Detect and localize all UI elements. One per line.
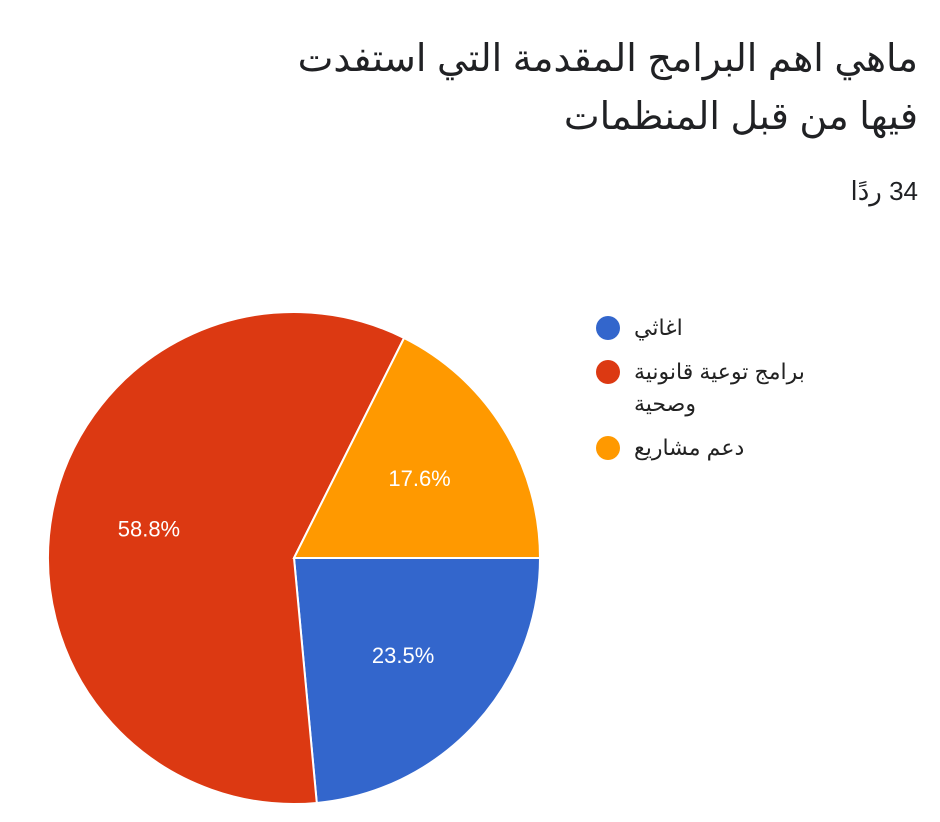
legend-swatch [596,316,620,340]
response-count: 34 ردًا [850,176,918,206]
legend-swatch [596,360,620,384]
data-label: 23.5% [372,643,434,668]
legend-label: برامج توعية قانونية وصحية [634,359,805,416]
pie-slice [292,336,542,559]
chart-title: ماهي اهم البرامج المقدمة التي استفدت فيه… [297,38,918,138]
legend-label: اغاثي [634,315,683,340]
legend-item: دعم مشاريع [596,432,834,464]
legend-item: اغاثي [596,312,834,344]
legend: اغاثي برامج توعية قانونية وصحية دعم مشاريع [596,312,856,476]
data-label: 17.6% [388,466,450,491]
legend-label: دعم مشاريع [634,435,745,460]
pie-slice [47,311,406,805]
data-label: 58.8% [118,517,180,542]
pie-slice [292,557,542,805]
legend-swatch [596,436,620,460]
legend-item: برامج توعية قانونية وصحية [596,356,834,420]
